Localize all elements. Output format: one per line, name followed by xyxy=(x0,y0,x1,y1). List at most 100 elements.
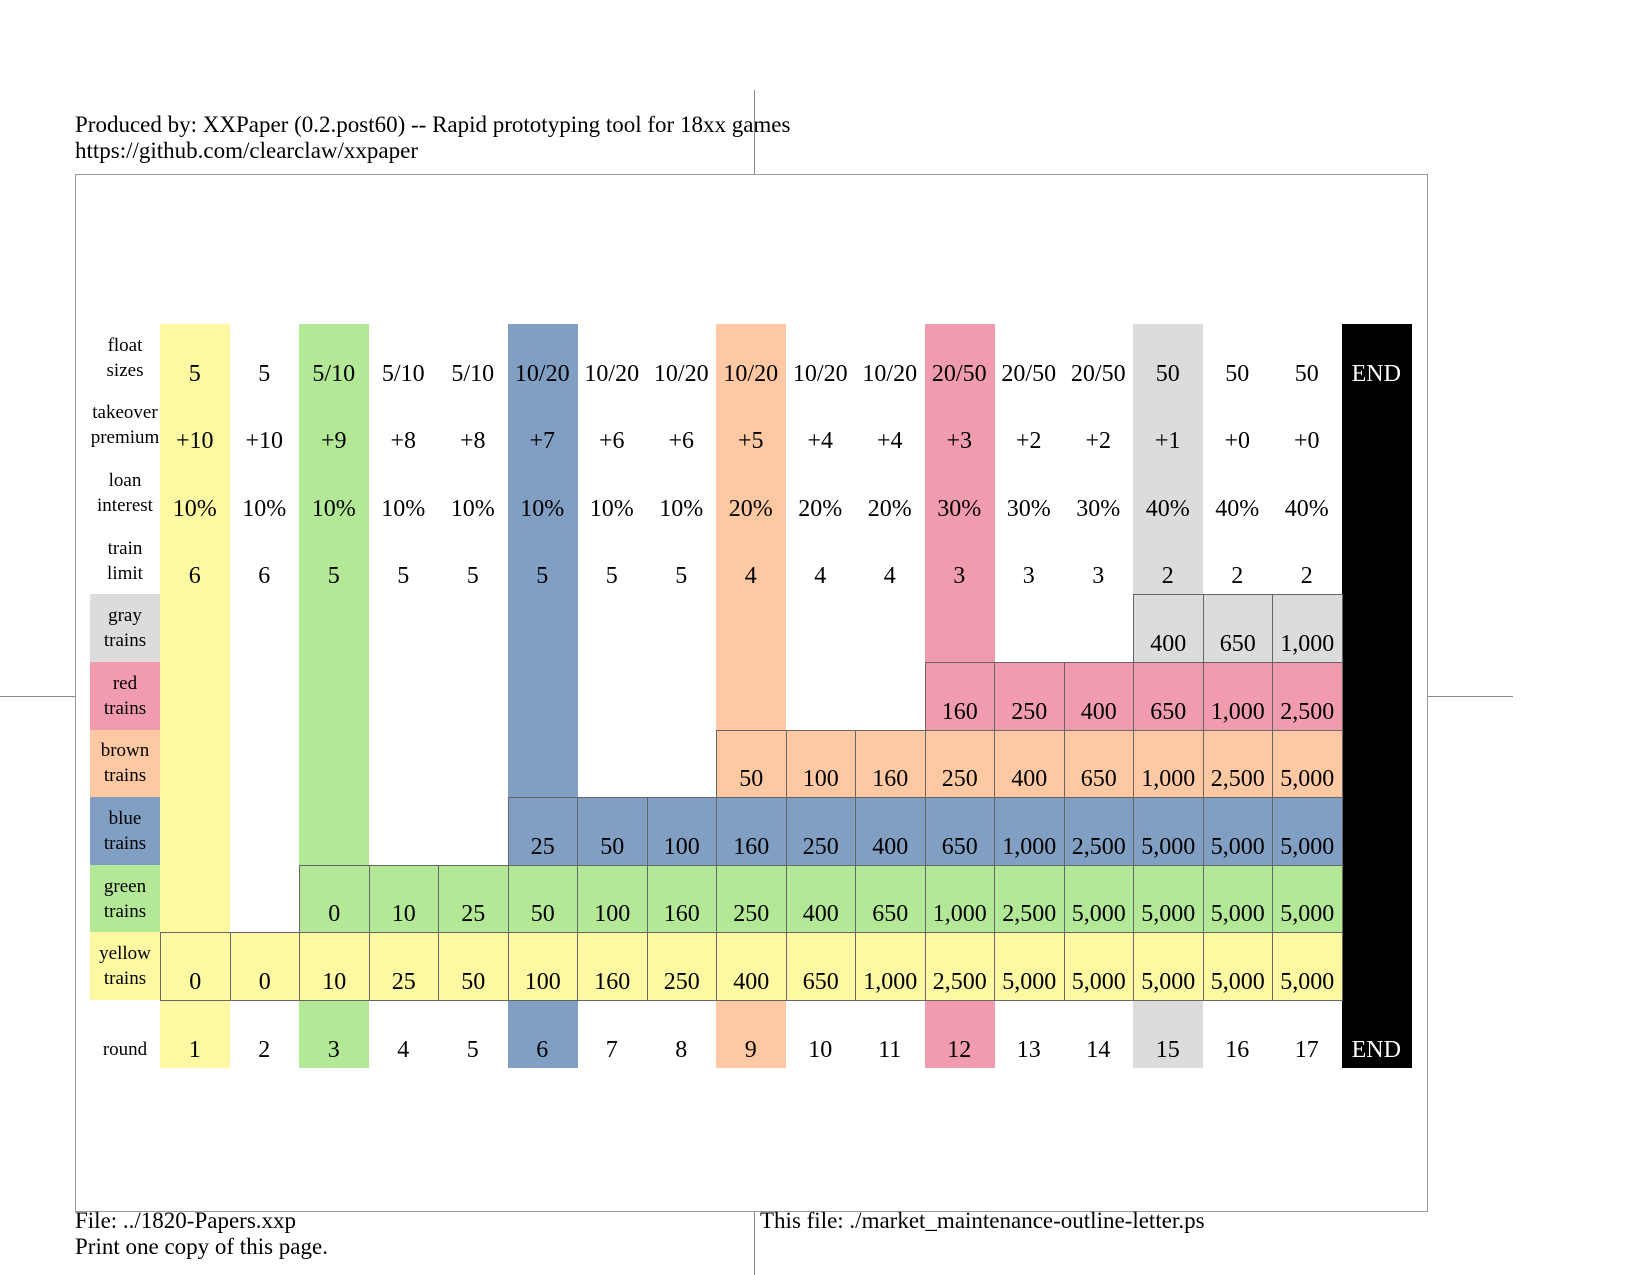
loan_interest-cell: 30% xyxy=(937,495,982,522)
train_limit-cell: 2 xyxy=(1300,563,1313,590)
blue-train-price: 5,000 xyxy=(1133,797,1204,866)
footer-right: This file: ./market_maintenance-outline-… xyxy=(760,1208,1205,1234)
loan_interest-cell: 40% xyxy=(1284,495,1329,522)
loan_interest-cell: 10% xyxy=(450,495,495,522)
green-train-price: 250 xyxy=(716,864,787,934)
float_sizes-cell: 20/50 xyxy=(1001,360,1057,387)
train_limit-cell: 5 xyxy=(675,563,688,590)
takeover_premium-cell: +10 xyxy=(175,428,214,455)
brown-train-price: 5,000 xyxy=(1272,729,1343,799)
takeover_premium-cell: +7 xyxy=(529,428,556,455)
row-label-float_sizes: float sizes xyxy=(106,334,144,381)
green-train-price: 50 xyxy=(507,864,578,934)
train_limit-cell: 3 xyxy=(1022,563,1035,590)
row-label-red-trains: red trains xyxy=(90,662,160,730)
red-train-price: 2,500 xyxy=(1272,662,1343,731)
yellow-train-price: 50 xyxy=(438,932,509,1001)
takeover_premium-cell: +2 xyxy=(1015,428,1042,455)
train_limit-cell: 5 xyxy=(536,563,549,590)
brown-train-price: 160 xyxy=(855,729,926,799)
crop-mark-left xyxy=(0,696,75,697)
loan_interest-cell: 40% xyxy=(1145,495,1190,522)
takeover_premium-cell: +10 xyxy=(245,428,284,455)
blue-train-price: 100 xyxy=(646,797,717,866)
brown-train-price: 250 xyxy=(924,729,995,799)
round-cell: END xyxy=(1351,1036,1401,1063)
yellow-train-price: 10 xyxy=(299,932,370,1001)
row-label-loan_interest: loan interest xyxy=(97,469,153,516)
green-train-price: 0 xyxy=(299,864,370,934)
blue-train-price: 400 xyxy=(855,797,926,866)
crop-mark-right xyxy=(1428,696,1513,697)
takeover_premium-cell: +2 xyxy=(1085,428,1112,455)
round-cell: 3 xyxy=(327,1036,340,1063)
green-train-price: 10 xyxy=(368,864,439,934)
float_sizes-cell: 5 xyxy=(188,360,201,387)
blue-train-price: 650 xyxy=(924,797,995,866)
round-cell: 13 xyxy=(1016,1036,1041,1063)
blue-train-price: 160 xyxy=(716,797,787,866)
round-cell: 10 xyxy=(808,1036,833,1063)
float_sizes-cell: 10/20 xyxy=(653,360,709,387)
float_sizes-cell: 10/20 xyxy=(792,360,848,387)
round-cell: 5 xyxy=(466,1036,479,1063)
train_limit-cell: 6 xyxy=(258,563,271,590)
takeover_premium-cell: +5 xyxy=(737,428,764,455)
float_sizes-cell: 50 xyxy=(1294,360,1319,387)
loan_interest-cell: 40% xyxy=(1215,495,1260,522)
loan_interest-cell: 20% xyxy=(798,495,843,522)
round-cell: 1 xyxy=(188,1036,201,1063)
round-cell: 6 xyxy=(536,1036,549,1063)
train_limit-cell: 5 xyxy=(397,563,410,590)
row-label-train_limit: train limit xyxy=(107,537,143,584)
takeover_premium-cell: +9 xyxy=(320,428,347,455)
yellow-train-price: 1,000 xyxy=(855,932,926,1001)
green-train-price: 25 xyxy=(438,864,509,934)
takeover_premium-cell: +6 xyxy=(668,428,695,455)
train_limit-cell: 4 xyxy=(883,563,896,590)
header: Produced by: XXPaper (0.2.post60) -- Rap… xyxy=(75,112,790,164)
row-label-green-trains: green trains xyxy=(90,864,160,933)
float_sizes-cell: END xyxy=(1351,360,1401,387)
float_sizes-cell: 10/20 xyxy=(862,360,918,387)
gray-train-price: 1,000 xyxy=(1272,594,1343,663)
green-train-price: 400 xyxy=(785,864,856,934)
loan_interest-cell: 10% xyxy=(172,495,217,522)
train_limit-cell: 5 xyxy=(327,563,340,590)
green-train-price: 100 xyxy=(577,864,648,934)
float_sizes-cell: 20/50 xyxy=(931,360,987,387)
row-label-takeover_premium: takeover premium xyxy=(90,402,160,449)
loan_interest-cell: 10% xyxy=(520,495,565,522)
loan_interest-cell: 30% xyxy=(1076,495,1121,522)
yellow-train-price: 0 xyxy=(160,932,231,1001)
takeover_premium-cell xyxy=(1342,392,1412,460)
blue-train-price: 50 xyxy=(577,797,648,866)
column-stripe-END xyxy=(1341,324,1412,1068)
train_limit-cell: 3 xyxy=(1092,563,1105,590)
row-label-brown-trains: brown trains xyxy=(90,729,160,798)
takeover_premium-cell: +4 xyxy=(876,428,903,455)
row-label-yellow-trains: yellow trains xyxy=(90,932,160,1000)
loan_interest-cell: 10% xyxy=(659,495,704,522)
loan_interest-cell: 10% xyxy=(311,495,356,522)
yellow-train-price: 5,000 xyxy=(1272,932,1343,1001)
brown-train-price: 650 xyxy=(1063,729,1134,799)
float_sizes-cell: 10/20 xyxy=(584,360,640,387)
yellow-train-price: 400 xyxy=(716,932,787,1001)
brown-train-price: 400 xyxy=(994,729,1065,799)
red-train-price: 160 xyxy=(924,662,995,731)
loan_interest-cell: 20% xyxy=(867,495,912,522)
train_limit-cell: 4 xyxy=(744,563,757,590)
loan_interest-cell: 10% xyxy=(242,495,287,522)
round-cell: 4 xyxy=(397,1036,410,1063)
round-cell: 7 xyxy=(605,1036,618,1063)
green-train-price: 5,000 xyxy=(1272,864,1343,934)
takeover_premium-cell: +8 xyxy=(390,428,417,455)
yellow-train-price: 5,000 xyxy=(994,932,1065,1001)
green-train-price: 5,000 xyxy=(1133,864,1204,934)
footer-this-file: This file: ./market_maintenance-outline-… xyxy=(760,1208,1205,1233)
round-cell: 9 xyxy=(744,1036,757,1063)
yellow-train-price: 250 xyxy=(646,932,717,1001)
loan_interest-cell: 10% xyxy=(589,495,634,522)
